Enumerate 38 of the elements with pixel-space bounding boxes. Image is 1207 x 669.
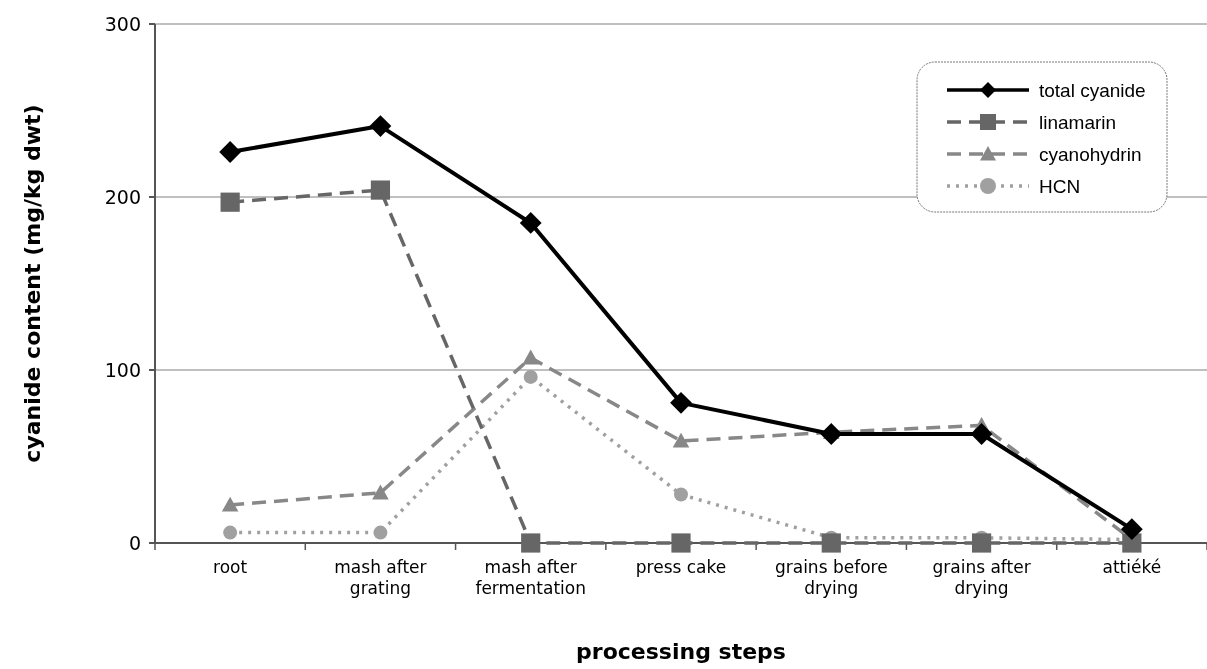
point — [521, 533, 541, 553]
point — [522, 349, 540, 365]
point — [820, 423, 843, 445]
point — [672, 432, 690, 448]
point — [674, 487, 688, 502]
x-tick-label: mash after fermentation — [475, 557, 586, 599]
x-tick-label: mash after grating — [334, 557, 427, 599]
point — [223, 525, 238, 540]
point — [372, 484, 389, 500]
point — [971, 533, 992, 553]
point — [671, 533, 691, 553]
point — [519, 212, 542, 234]
point — [373, 525, 388, 540]
x-tick-label: grains before drying — [774, 557, 888, 599]
point — [523, 369, 538, 384]
point — [221, 496, 239, 512]
legend-label: HCN — [1039, 175, 1081, 197]
x-axis-title: processing steps — [576, 639, 786, 664]
point — [219, 141, 242, 163]
point — [1120, 518, 1143, 541]
y-tick-label: 200 — [104, 185, 141, 208]
point — [970, 423, 993, 445]
y-tick-label: 0 — [128, 531, 141, 554]
x-tick-label: attiéké — [1102, 557, 1162, 577]
y-tick-label: 300 — [104, 12, 141, 35]
point — [370, 180, 391, 200]
point — [821, 533, 841, 553]
y-axis-title: cyanide content (mg/kg dwt) — [20, 104, 45, 463]
y-tick-label: 100 — [104, 358, 141, 381]
x-tick-label: root — [213, 557, 248, 577]
point — [369, 115, 392, 137]
x-tick-label: press cake — [635, 557, 727, 577]
x-tick-label: grains after drying — [932, 557, 1031, 599]
legend-label: linamarin — [1039, 111, 1117, 133]
point — [220, 192, 240, 212]
point — [670, 391, 692, 414]
legend-label: total cyanide — [1039, 79, 1146, 101]
legend-label: cyanohydrin — [1039, 143, 1142, 165]
